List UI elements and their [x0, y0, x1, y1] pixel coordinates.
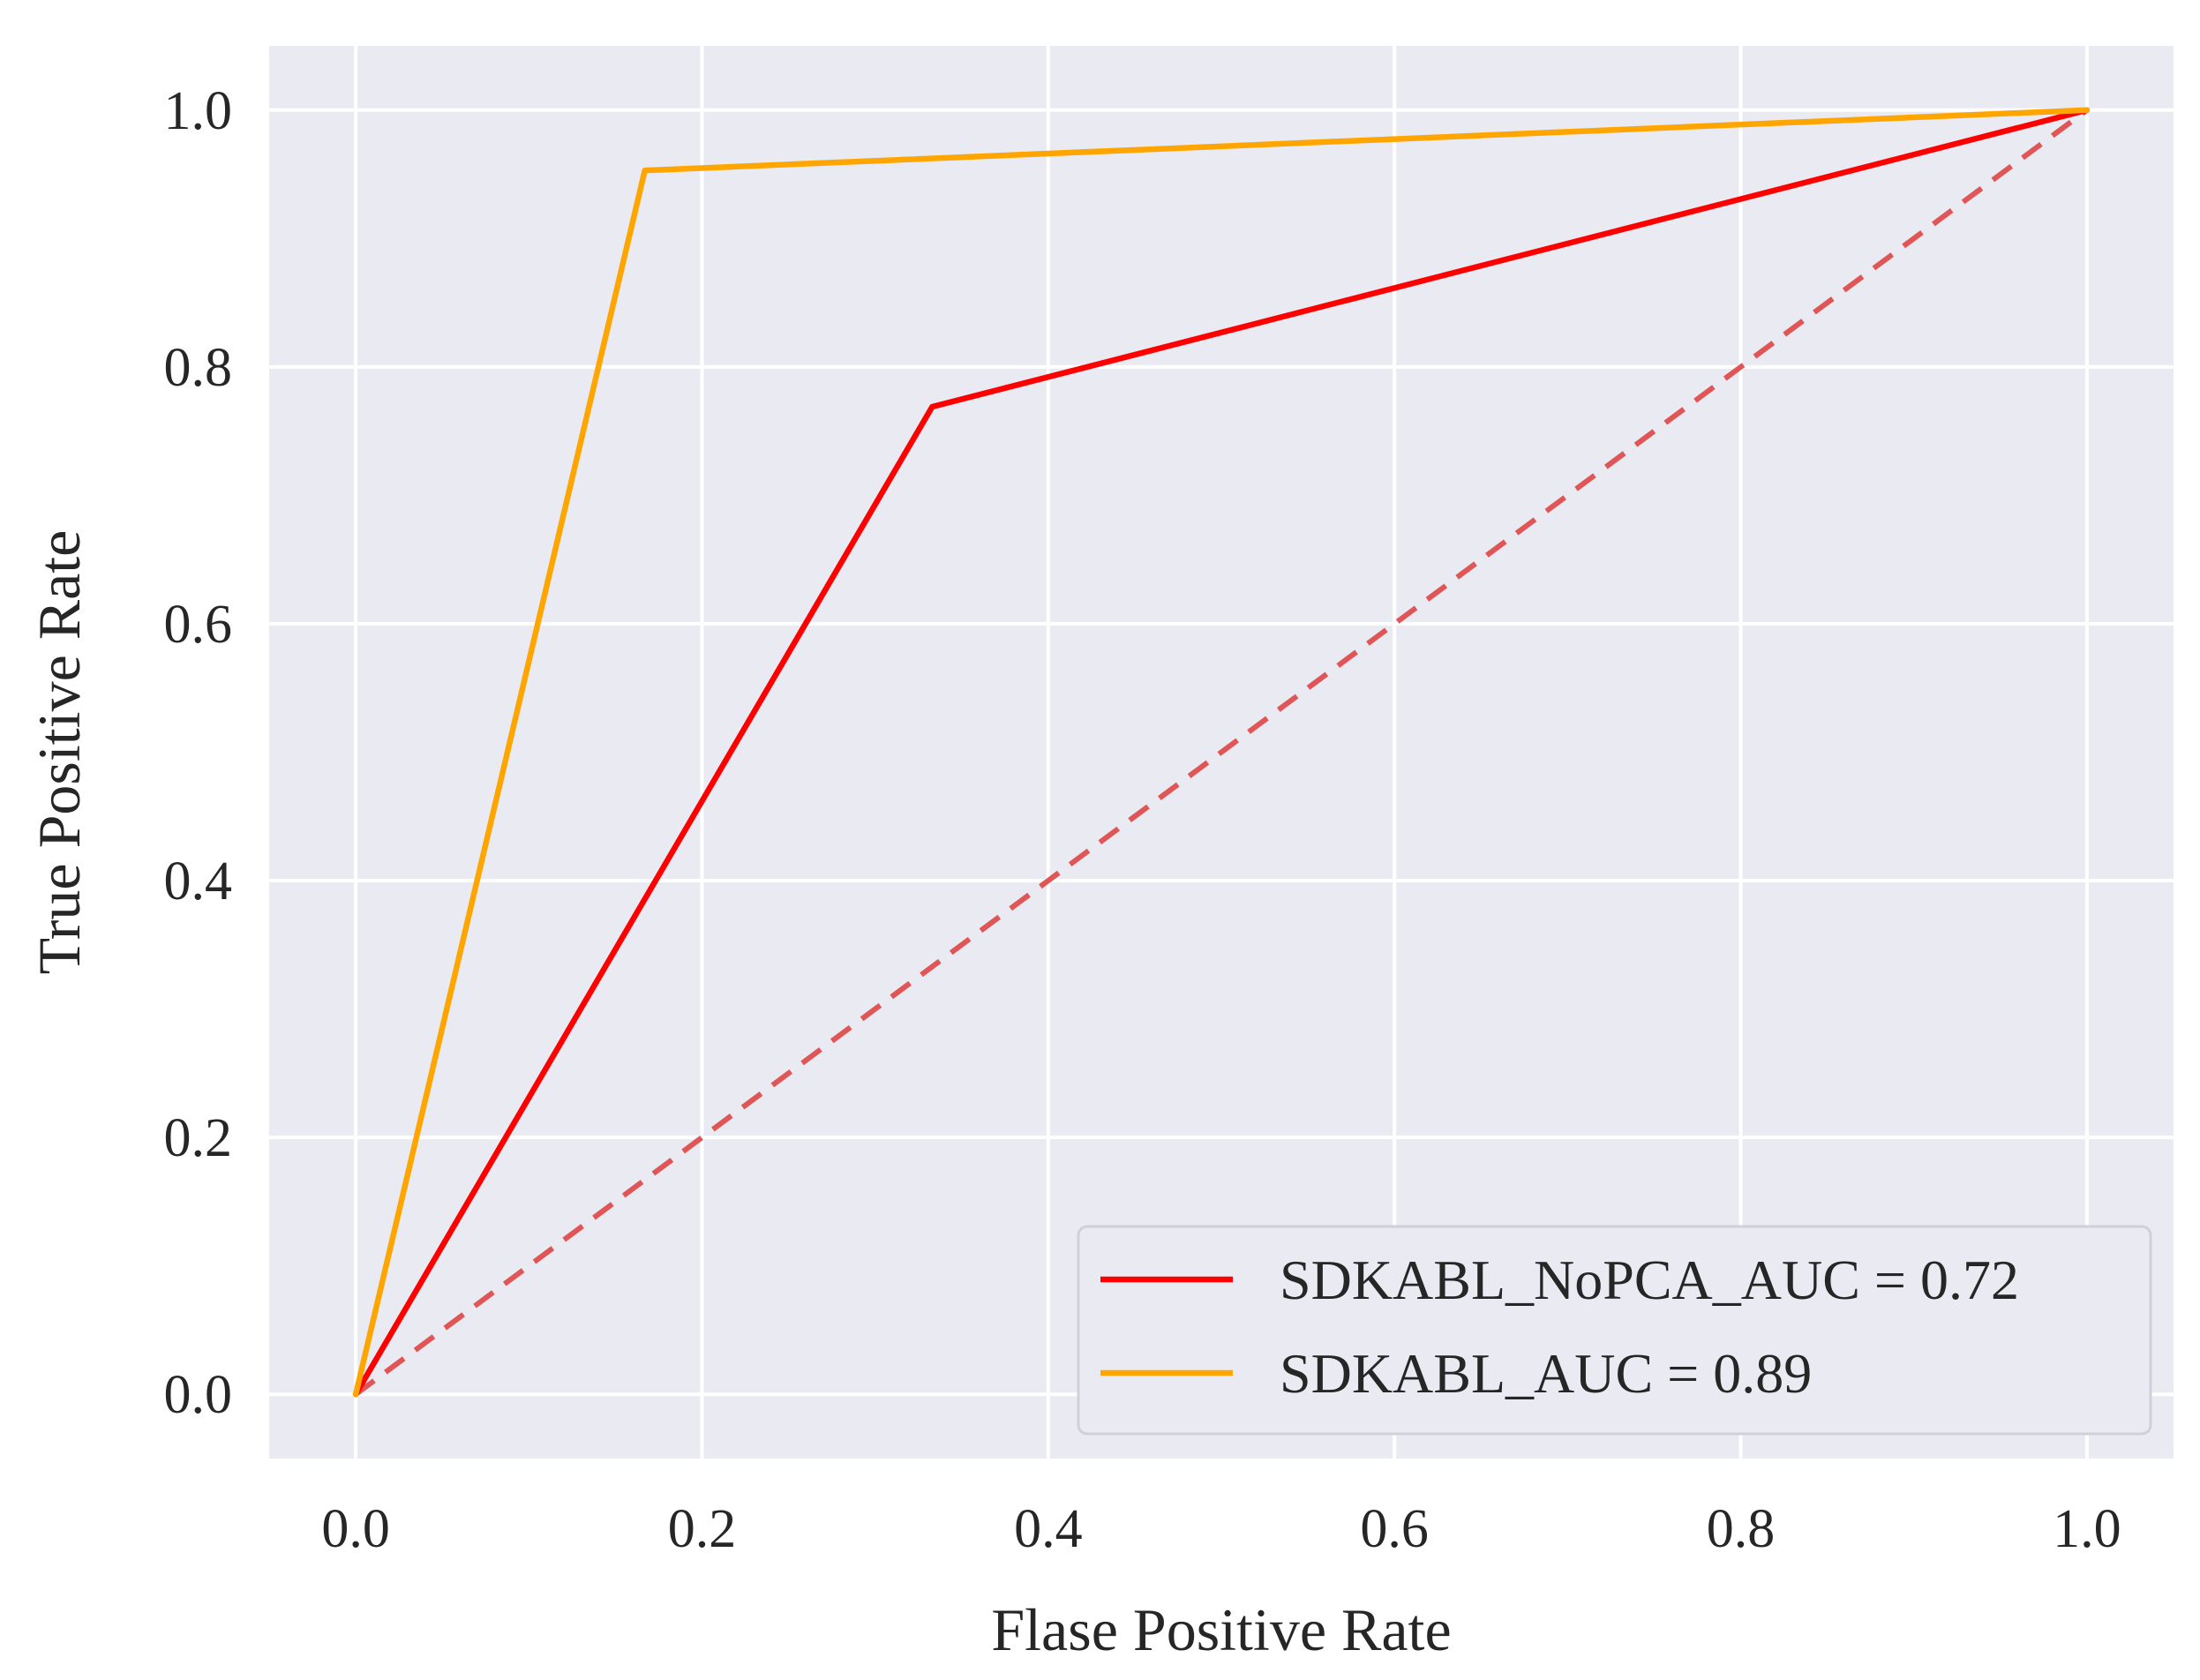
x-tick-label-1: 0.2: [668, 1499, 737, 1559]
legend-box: [1077, 1225, 2152, 1436]
series-line-1: [352, 107, 2091, 1398]
x-tick-label-2: 0.4: [1014, 1499, 1083, 1559]
y-tick-label-3: 0.6: [164, 595, 233, 655]
y-tick-label-4: 0.8: [164, 338, 233, 398]
y-tick-label-0: 0.0: [164, 1365, 233, 1425]
x-tick-label-5: 1.0: [2053, 1499, 2121, 1559]
y-axis-label: True Positive Rate: [26, 530, 93, 975]
y-tick-label-1: 0.2: [164, 1108, 233, 1168]
x-axis-label: Flase Positive Rate: [991, 1596, 1451, 1663]
series-line-0: [352, 107, 2091, 1398]
y-axis-ticks: 0.0 0.2 0.4 0.6 0.8 1.0: [164, 81, 233, 1425]
x-axis-ticks: 0.0 0.2 0.4 0.6 0.8 1.0: [321, 1499, 2121, 1559]
x-tick-label-0: 0.0: [321, 1499, 390, 1559]
reference-diagonal-line: [354, 108, 2089, 1397]
series-layer: [352, 107, 2091, 1398]
y-tick-label-2: 0.4: [164, 851, 233, 911]
y-tick-label-5: 1.0: [164, 81, 233, 141]
legend-entry-nopca: SDKABL_NoPCA_AUC = 0.72: [1280, 1249, 2019, 1311]
x-tick-label-3: 0.6: [1360, 1499, 1429, 1559]
legend-entry-sdkabl: SDKABL_AUC = 0.89: [1280, 1342, 1812, 1405]
grid: [269, 46, 2174, 1459]
reference-line-layer: [354, 108, 2089, 1397]
x-tick-label-4: 0.8: [1707, 1499, 1776, 1559]
legend: SDKABL_NoPCA_AUC = 0.72 SDKABL_AUC = 0.8…: [1077, 1225, 2152, 1436]
